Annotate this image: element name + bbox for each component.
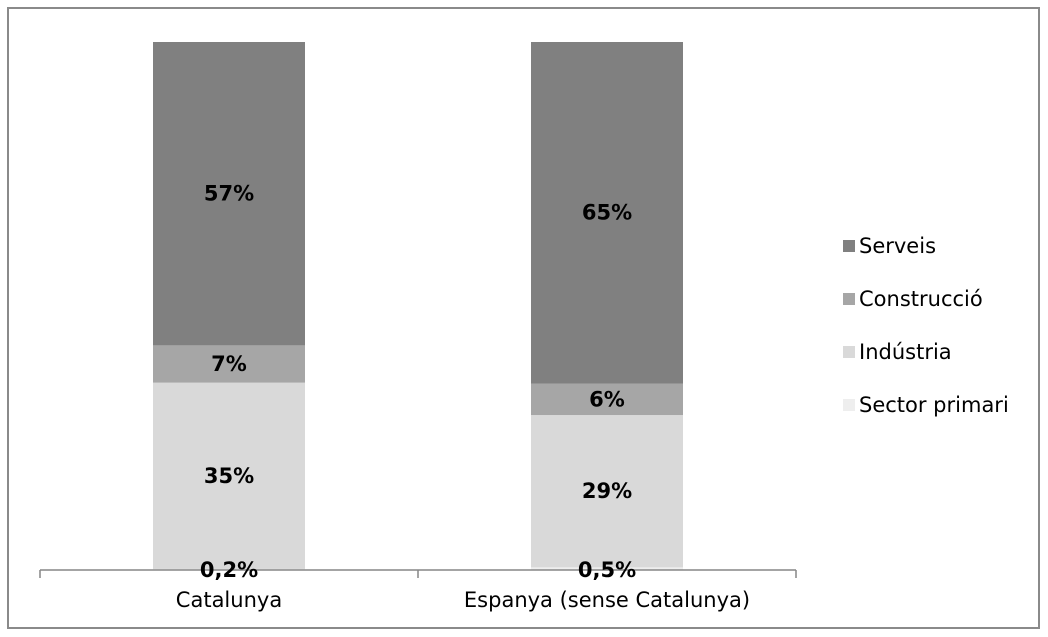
data-label-sector-primari-espanya-sense-catalunya: 0,5%	[578, 558, 636, 582]
data-label-serveis-espanya-sense-catalunya: 65%	[582, 201, 632, 225]
legend-swatch-industria	[843, 346, 855, 358]
data-label-serveis-catalunya: 57%	[204, 182, 254, 206]
bar-industria-catalunya	[153, 382, 305, 569]
x-axis: Catalunya Espanya (sense Catalunya)	[39, 569, 797, 612]
legend-swatch-sector-primari	[843, 399, 855, 411]
data-labels-group: 0,2% 35% 7% 57% 0,5% 29% 6% 65%	[200, 182, 636, 582]
x-tick-label-catalunya: Catalunya	[176, 588, 282, 612]
data-label-industria-catalunya: 35%	[204, 464, 254, 488]
legend-swatch-serveis	[843, 240, 855, 252]
legend-label-industria: Indústria	[859, 340, 952, 364]
bars-group	[153, 42, 683, 570]
legend-label-sector-primari: Sector primari	[859, 393, 1009, 417]
legend: Serveis Construcció Indústria Sector primar…	[843, 234, 1009, 417]
data-label-construccio-catalunya: 7%	[211, 352, 247, 376]
x-tick-label-espanya-sense-catalunya: Espanya (sense Catalunya)	[464, 588, 750, 612]
bar-serveis-espanya-sense-catalunya	[531, 42, 683, 384]
legend-swatch-construccio	[843, 293, 855, 305]
legend-label-serveis: Serveis	[859, 234, 936, 258]
data-label-construccio-espanya-sense-catalunya: 6%	[589, 387, 625, 411]
bar-industria-espanya-sense-catalunya	[531, 415, 683, 568]
data-label-sector-primari-catalunya: 0,2%	[200, 558, 258, 582]
bar-construccio-catalunya	[153, 345, 305, 383]
bar-sector-primari-espanya-sense-catalunya	[531, 567, 683, 570]
bar-construccio-espanya-sense-catalunya	[531, 383, 683, 416]
bar-serveis-catalunya	[153, 42, 305, 346]
legend-label-construccio: Construcció	[859, 287, 983, 311]
data-label-industria-espanya-sense-catalunya: 29%	[582, 479, 632, 503]
